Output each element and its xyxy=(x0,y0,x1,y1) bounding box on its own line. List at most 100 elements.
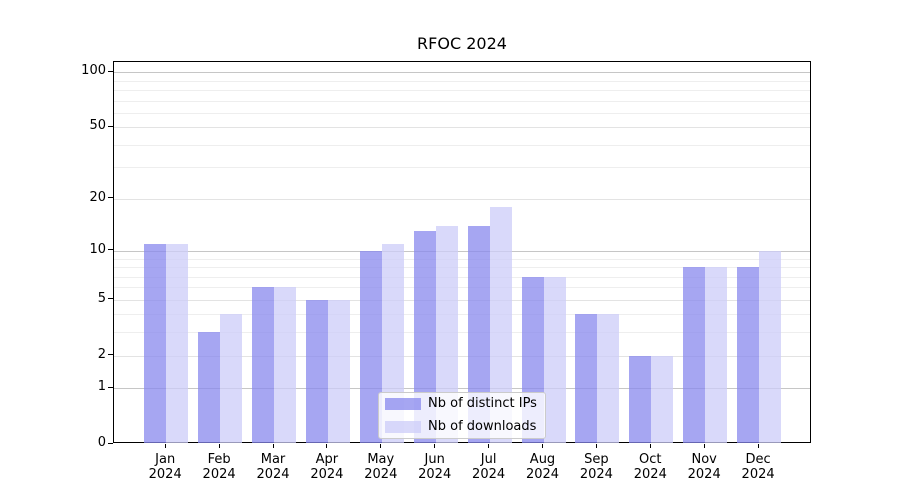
x-tick-month: May xyxy=(367,452,395,467)
y-tick-mark xyxy=(108,354,113,355)
y-tick-label: 1 xyxy=(97,379,106,395)
x-tick-year: 2024 xyxy=(525,467,560,482)
x-tick-month: Feb xyxy=(207,452,231,467)
x-tick-year: 2024 xyxy=(202,467,236,482)
y-tick-label: 0 xyxy=(97,435,106,450)
x-tick-label-aug: Aug 2024 xyxy=(511,452,575,482)
y-tick-label: 2 xyxy=(97,346,106,362)
x-tick-mark xyxy=(595,444,597,448)
bar-ips-oct xyxy=(629,355,652,443)
gridline-90 xyxy=(114,80,810,82)
bar-downloads-dec xyxy=(759,250,782,443)
plot-area xyxy=(113,61,811,443)
bar-downloads-aug xyxy=(543,276,566,443)
y-tick-label: 50 xyxy=(89,118,106,134)
bar-ips-dec xyxy=(737,267,760,443)
gridline-8 xyxy=(114,267,810,268)
x-tick-label-jan: Jan 2024 xyxy=(133,452,197,482)
x-tick-year: 2024 xyxy=(633,467,667,482)
y-tick-mark xyxy=(108,125,113,127)
legend-item-downloads: Nb of downloads xyxy=(385,420,545,434)
bar-ips-jan xyxy=(144,243,167,443)
bar-downloads-jan xyxy=(166,243,189,443)
gridline-70 xyxy=(114,100,810,102)
x-tick-mark xyxy=(272,444,274,448)
x-tick-year: 2024 xyxy=(687,467,721,482)
bar-ips-mar xyxy=(252,287,274,443)
bar-downloads-nov xyxy=(705,267,728,443)
bar-ips-jul xyxy=(467,225,490,443)
legend-swatch-downloads-icon xyxy=(385,421,421,433)
x-tick-year: 2024 xyxy=(364,467,398,482)
x-tick-month: Mar xyxy=(260,452,286,467)
gridline-3 xyxy=(114,332,810,334)
x-tick-label-apr: Apr 2024 xyxy=(295,452,359,482)
gridline-50 xyxy=(114,127,810,129)
y-tick-mark xyxy=(108,249,113,251)
x-tick-year: 2024 xyxy=(310,467,344,482)
bar-ips-feb xyxy=(198,332,221,443)
x-tick-year: 2024 xyxy=(579,467,613,482)
gridline-40 xyxy=(114,144,810,146)
x-tick-label-jun: Jun 2024 xyxy=(403,452,467,482)
bar-ips-nov xyxy=(683,267,706,443)
legend: Nb of distinct IPs Nb of downloads xyxy=(378,392,546,439)
x-tick-month: Jun xyxy=(424,452,445,467)
gridline-10 xyxy=(114,250,810,252)
x-tick-label-jul: Jul 2024 xyxy=(457,452,521,482)
x-tick-mark xyxy=(434,444,436,448)
gridline-60 xyxy=(114,112,810,114)
bar-downloads-oct xyxy=(651,355,674,443)
x-tick-mark xyxy=(218,444,220,448)
bar-ips-jun xyxy=(413,231,436,443)
x-tick-mark xyxy=(542,444,543,448)
y-tick-mark xyxy=(108,386,113,388)
x-tick-month: Nov xyxy=(691,452,717,467)
x-tick-label-may: May 2024 xyxy=(349,452,413,482)
legend-label-downloads: Nb of downloads xyxy=(428,419,537,434)
x-tick-mark xyxy=(757,444,759,448)
gridline-5 xyxy=(114,299,810,301)
x-tick-label-nov: Nov 2024 xyxy=(672,452,736,482)
y-tick-label: 5 xyxy=(97,290,106,306)
bar-downloads-mar xyxy=(274,287,296,443)
y-tick-mark xyxy=(108,298,113,300)
y-tick-label: 10 xyxy=(89,241,106,257)
gridline-100 xyxy=(114,72,810,74)
x-tick-month: Dec xyxy=(745,452,771,467)
x-tick-label-mar: Mar 2024 xyxy=(241,452,305,482)
legend-label-distinct-ips: Nb of distinct IPs xyxy=(428,396,537,411)
y-tick-mark xyxy=(108,442,113,444)
x-tick-year: 2024 xyxy=(256,467,290,482)
x-tick-label-sep: Sep 2024 xyxy=(564,452,628,482)
y-tick-mark xyxy=(108,197,113,199)
x-tick-year: 2024 xyxy=(741,467,775,482)
bar-downloads-feb xyxy=(220,314,243,443)
x-tick-mark xyxy=(488,444,490,448)
x-tick-label-dec: Dec 2024 xyxy=(726,452,790,482)
bar-ips-sep xyxy=(575,314,598,443)
y-tick-label: 20 xyxy=(89,189,106,205)
gridline-20 xyxy=(114,198,810,200)
gridline-2 xyxy=(114,355,810,357)
y-tick-mark xyxy=(108,70,113,72)
gridline-1 xyxy=(114,388,810,390)
x-tick-mark xyxy=(703,444,705,448)
bar-downloads-sep xyxy=(597,314,620,443)
gridline-4 xyxy=(114,314,810,316)
x-tick-label-oct: Oct 2024 xyxy=(618,452,682,482)
y-tick-label: 100 xyxy=(81,63,106,79)
gridline-7 xyxy=(114,276,810,278)
x-tick-label-feb: Feb 2024 xyxy=(187,452,251,482)
bar-ips-may xyxy=(359,250,382,443)
gridline-6 xyxy=(114,287,810,289)
x-tick-month: Jan xyxy=(155,452,176,467)
x-tick-month: Aug xyxy=(529,452,556,467)
x-tick-year: 2024 xyxy=(472,467,506,482)
gridline-9 xyxy=(114,258,810,260)
gridline-30 xyxy=(114,167,810,169)
legend-item-distinct-ips: Nb of distinct IPs xyxy=(385,397,545,411)
x-tick-mark xyxy=(326,444,328,448)
bar-downloads-jul xyxy=(489,206,512,443)
